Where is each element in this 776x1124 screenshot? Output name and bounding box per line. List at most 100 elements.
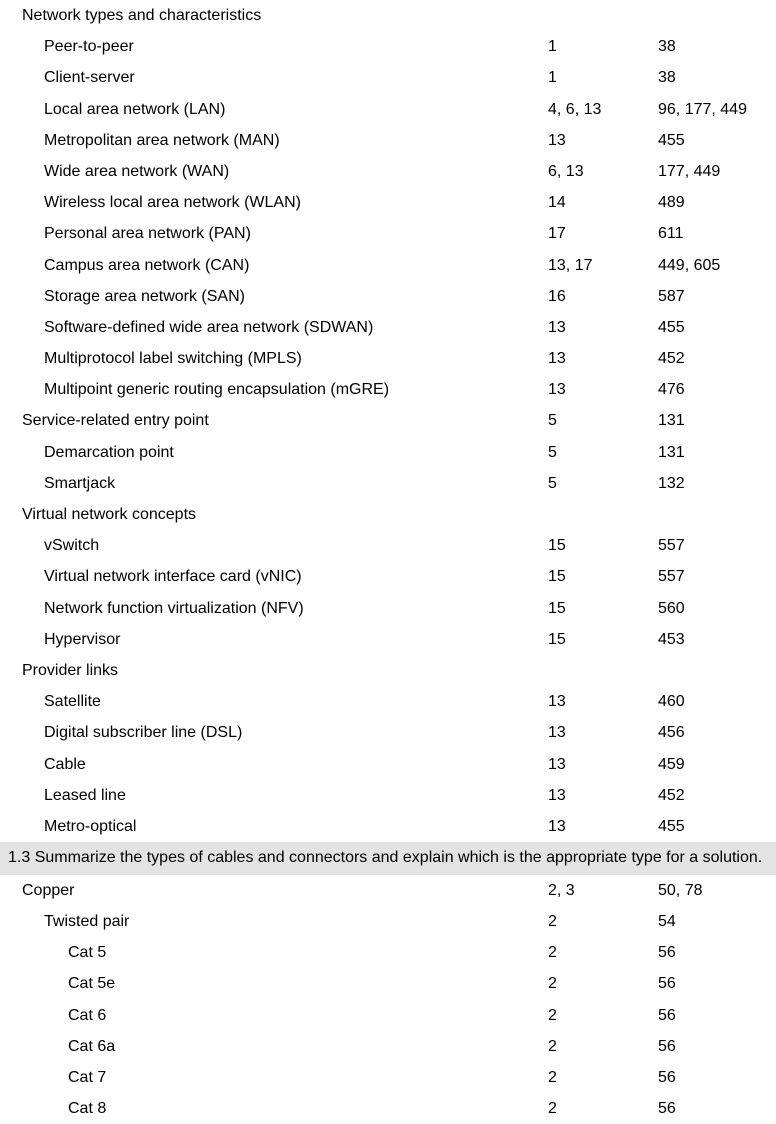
chapter-ref: 13, 17 xyxy=(548,256,658,275)
page-ref: 56 xyxy=(658,1037,776,1056)
table-row: Cat 6256 xyxy=(0,1000,776,1031)
table-row: Hypervisor15453 xyxy=(0,624,776,655)
table-row: Demarcation point5131 xyxy=(0,437,776,468)
table-row: Wireless local area network (WLAN)14489 xyxy=(0,187,776,218)
table-row: Network types and characteristics xyxy=(0,0,776,31)
topic-label: Demarcation point xyxy=(0,443,548,462)
topic-label: Service-related entry point xyxy=(0,411,548,430)
page-ref: 476 xyxy=(658,380,776,399)
page-ref: 455 xyxy=(658,318,776,337)
topic-label: Cable xyxy=(0,755,548,774)
topic-label: Client-server xyxy=(0,68,548,87)
chapter-ref: 13 xyxy=(548,817,658,836)
chapter-ref: 5 xyxy=(548,411,658,430)
topic-label: Cat 8 xyxy=(0,1099,548,1118)
page-ref: 452 xyxy=(658,786,776,805)
table-row: Virtual network interface card (vNIC)155… xyxy=(0,561,776,592)
page-ref: 459 xyxy=(658,755,776,774)
topic-label: Metro-optical xyxy=(0,817,548,836)
page-ref: 177, 449 xyxy=(658,162,776,181)
topic-label: Twisted pair xyxy=(0,912,548,931)
chapter-ref: 13 xyxy=(548,786,658,805)
chapter-ref: 16 xyxy=(548,287,658,306)
topic-label: Peer-to-peer xyxy=(0,37,548,56)
chapter-ref: 13 xyxy=(548,692,658,711)
table-row: Cat 6a256 xyxy=(0,1031,776,1062)
page-ref: 54 xyxy=(658,912,776,931)
page-ref: 460 xyxy=(658,692,776,711)
topic-label: Virtual network concepts xyxy=(0,505,548,524)
page-ref: 489 xyxy=(658,193,776,212)
page-ref: 38 xyxy=(658,68,776,87)
page-ref: 56 xyxy=(658,1099,776,1118)
chapter-ref: 2, 3 xyxy=(548,881,658,900)
chapter-ref: 2 xyxy=(548,943,658,962)
table-row: Campus area network (CAN)13, 17449, 605 xyxy=(0,250,776,281)
table-row: Network function virtualization (NFV)155… xyxy=(0,593,776,624)
chapter-ref: 13 xyxy=(548,755,658,774)
topic-label: vSwitch xyxy=(0,536,548,555)
table-row: vSwitch15557 xyxy=(0,530,776,561)
page-ref: 96, 177, 449 xyxy=(658,100,776,119)
topic-label: Network function virtualization (NFV) xyxy=(0,599,548,618)
chapter-ref: 13 xyxy=(548,723,658,742)
table-row: Cable13459 xyxy=(0,749,776,780)
page-ref: 56 xyxy=(658,943,776,962)
chapter-ref: 6, 13 xyxy=(548,162,658,181)
topic-label: Network types and characteristics xyxy=(0,6,548,25)
page-ref: 50, 78 xyxy=(658,881,776,900)
table-row: Local area network (LAN)4, 6, 1396, 177,… xyxy=(0,94,776,125)
table-row: Multiprotocol label switching (MPLS)1345… xyxy=(0,343,776,374)
page-ref: 56 xyxy=(658,1006,776,1025)
table-row: Leased line13452 xyxy=(0,780,776,811)
table-row: Client-server138 xyxy=(0,62,776,93)
topic-label: Copper xyxy=(0,881,548,900)
page-ref: 453 xyxy=(658,630,776,649)
topic-label: Metropolitan area network (MAN) xyxy=(0,131,548,150)
page-ref: 557 xyxy=(658,536,776,555)
table-row: Multipoint generic routing encapsulation… xyxy=(0,374,776,405)
page-ref: 455 xyxy=(658,817,776,836)
topic-label: Virtual network interface card (vNIC) xyxy=(0,567,548,586)
table-row: Smartjack5132 xyxy=(0,468,776,499)
chapter-ref: 2 xyxy=(548,1068,658,1087)
page-ref: 587 xyxy=(658,287,776,306)
topic-label: Cat 5e xyxy=(0,974,548,993)
topic-label: Satellite xyxy=(0,692,548,711)
page-ref: 456 xyxy=(658,723,776,742)
table-row: Wide area network (WAN)6, 13177, 449 xyxy=(0,156,776,187)
chapter-ref: 15 xyxy=(548,567,658,586)
page-ref: 452 xyxy=(658,349,776,368)
topic-label: Personal area network (PAN) xyxy=(0,224,548,243)
page-ref: 38 xyxy=(658,37,776,56)
topic-label: Cat 5 xyxy=(0,943,548,962)
topic-label: Leased line xyxy=(0,786,548,805)
table-row: Provider links xyxy=(0,655,776,686)
chapter-ref: 2 xyxy=(548,1006,658,1025)
table-row: Digital subscriber line (DSL)13456 xyxy=(0,717,776,748)
chapter-ref: 15 xyxy=(548,536,658,555)
topic-label: Cat 6 xyxy=(0,1006,548,1025)
section-header: 1.3 Summarize the types of cables and co… xyxy=(0,842,776,875)
table-row: Cat 5256 xyxy=(0,937,776,968)
chapter-ref: 15 xyxy=(548,599,658,618)
page-ref: 560 xyxy=(658,599,776,618)
topic-label: Hypervisor xyxy=(0,630,548,649)
table-row: Personal area network (PAN)17611 xyxy=(0,218,776,249)
topic-label: Cat 6a xyxy=(0,1037,548,1056)
table-row: Satellite13460 xyxy=(0,686,776,717)
topic-label: Wireless local area network (WLAN) xyxy=(0,193,548,212)
chapter-ref: 14 xyxy=(548,193,658,212)
chapter-ref: 5 xyxy=(548,443,658,462)
chapter-ref: 2 xyxy=(548,912,658,931)
page-ref: 132 xyxy=(658,474,776,493)
table-row: Software-defined wide area network (SDWA… xyxy=(0,312,776,343)
table-row: Twisted pair254 xyxy=(0,906,776,937)
page-ref: 611 xyxy=(658,224,776,243)
chapter-ref: 1 xyxy=(548,68,658,87)
topic-label: Storage area network (SAN) xyxy=(0,287,548,306)
topic-label: Cat 7 xyxy=(0,1068,548,1087)
page-ref: 131 xyxy=(658,443,776,462)
chapter-ref: 17 xyxy=(548,224,658,243)
chapter-ref: 13 xyxy=(548,318,658,337)
